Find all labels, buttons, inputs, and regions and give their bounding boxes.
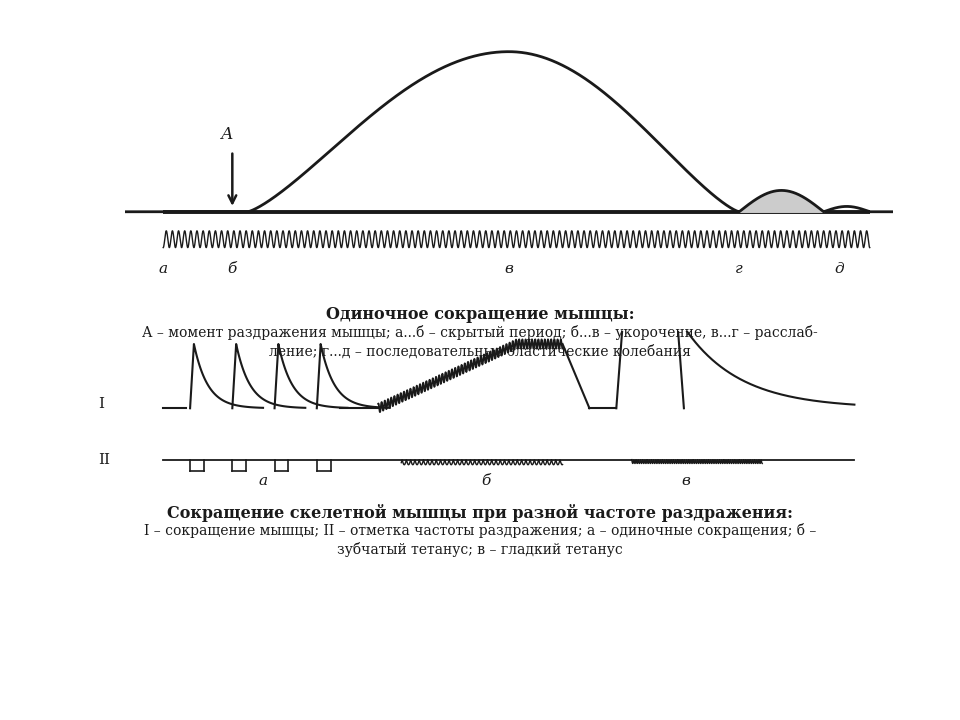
Text: в: в xyxy=(681,474,690,488)
Text: в: в xyxy=(504,262,514,276)
Text: а: а xyxy=(158,262,168,276)
Text: I – сокращение мышцы; II – отметка частоты раздражения; а – одиночные сокращения: I – сокращение мышцы; II – отметка часто… xyxy=(144,523,816,539)
Text: б: б xyxy=(228,262,237,276)
Text: Сокращение скелетной мышцы при разной частоте раздражения:: Сокращение скелетной мышцы при разной ча… xyxy=(167,504,793,522)
Text: г: г xyxy=(735,262,743,276)
Text: II: II xyxy=(98,453,110,467)
Text: I: I xyxy=(98,397,104,411)
Text: д: д xyxy=(834,262,844,276)
Text: Одиночное сокращение мышцы:: Одиночное сокращение мышцы: xyxy=(325,306,635,323)
Text: А – момент раздражения мышцы; а...б – скрытый период; б...в – укорочение, в...г : А – момент раздражения мышцы; а...б – ск… xyxy=(142,325,818,341)
Text: зубчатый тетанус; в – гладкий тетанус: зубчатый тетанус; в – гладкий тетанус xyxy=(337,542,623,557)
Text: А: А xyxy=(221,125,233,143)
Text: ление; г...д – последовательные эластические колебания: ление; г...д – последовательные эластиче… xyxy=(269,344,691,359)
Text: а: а xyxy=(258,474,268,488)
Text: б: б xyxy=(481,474,491,488)
